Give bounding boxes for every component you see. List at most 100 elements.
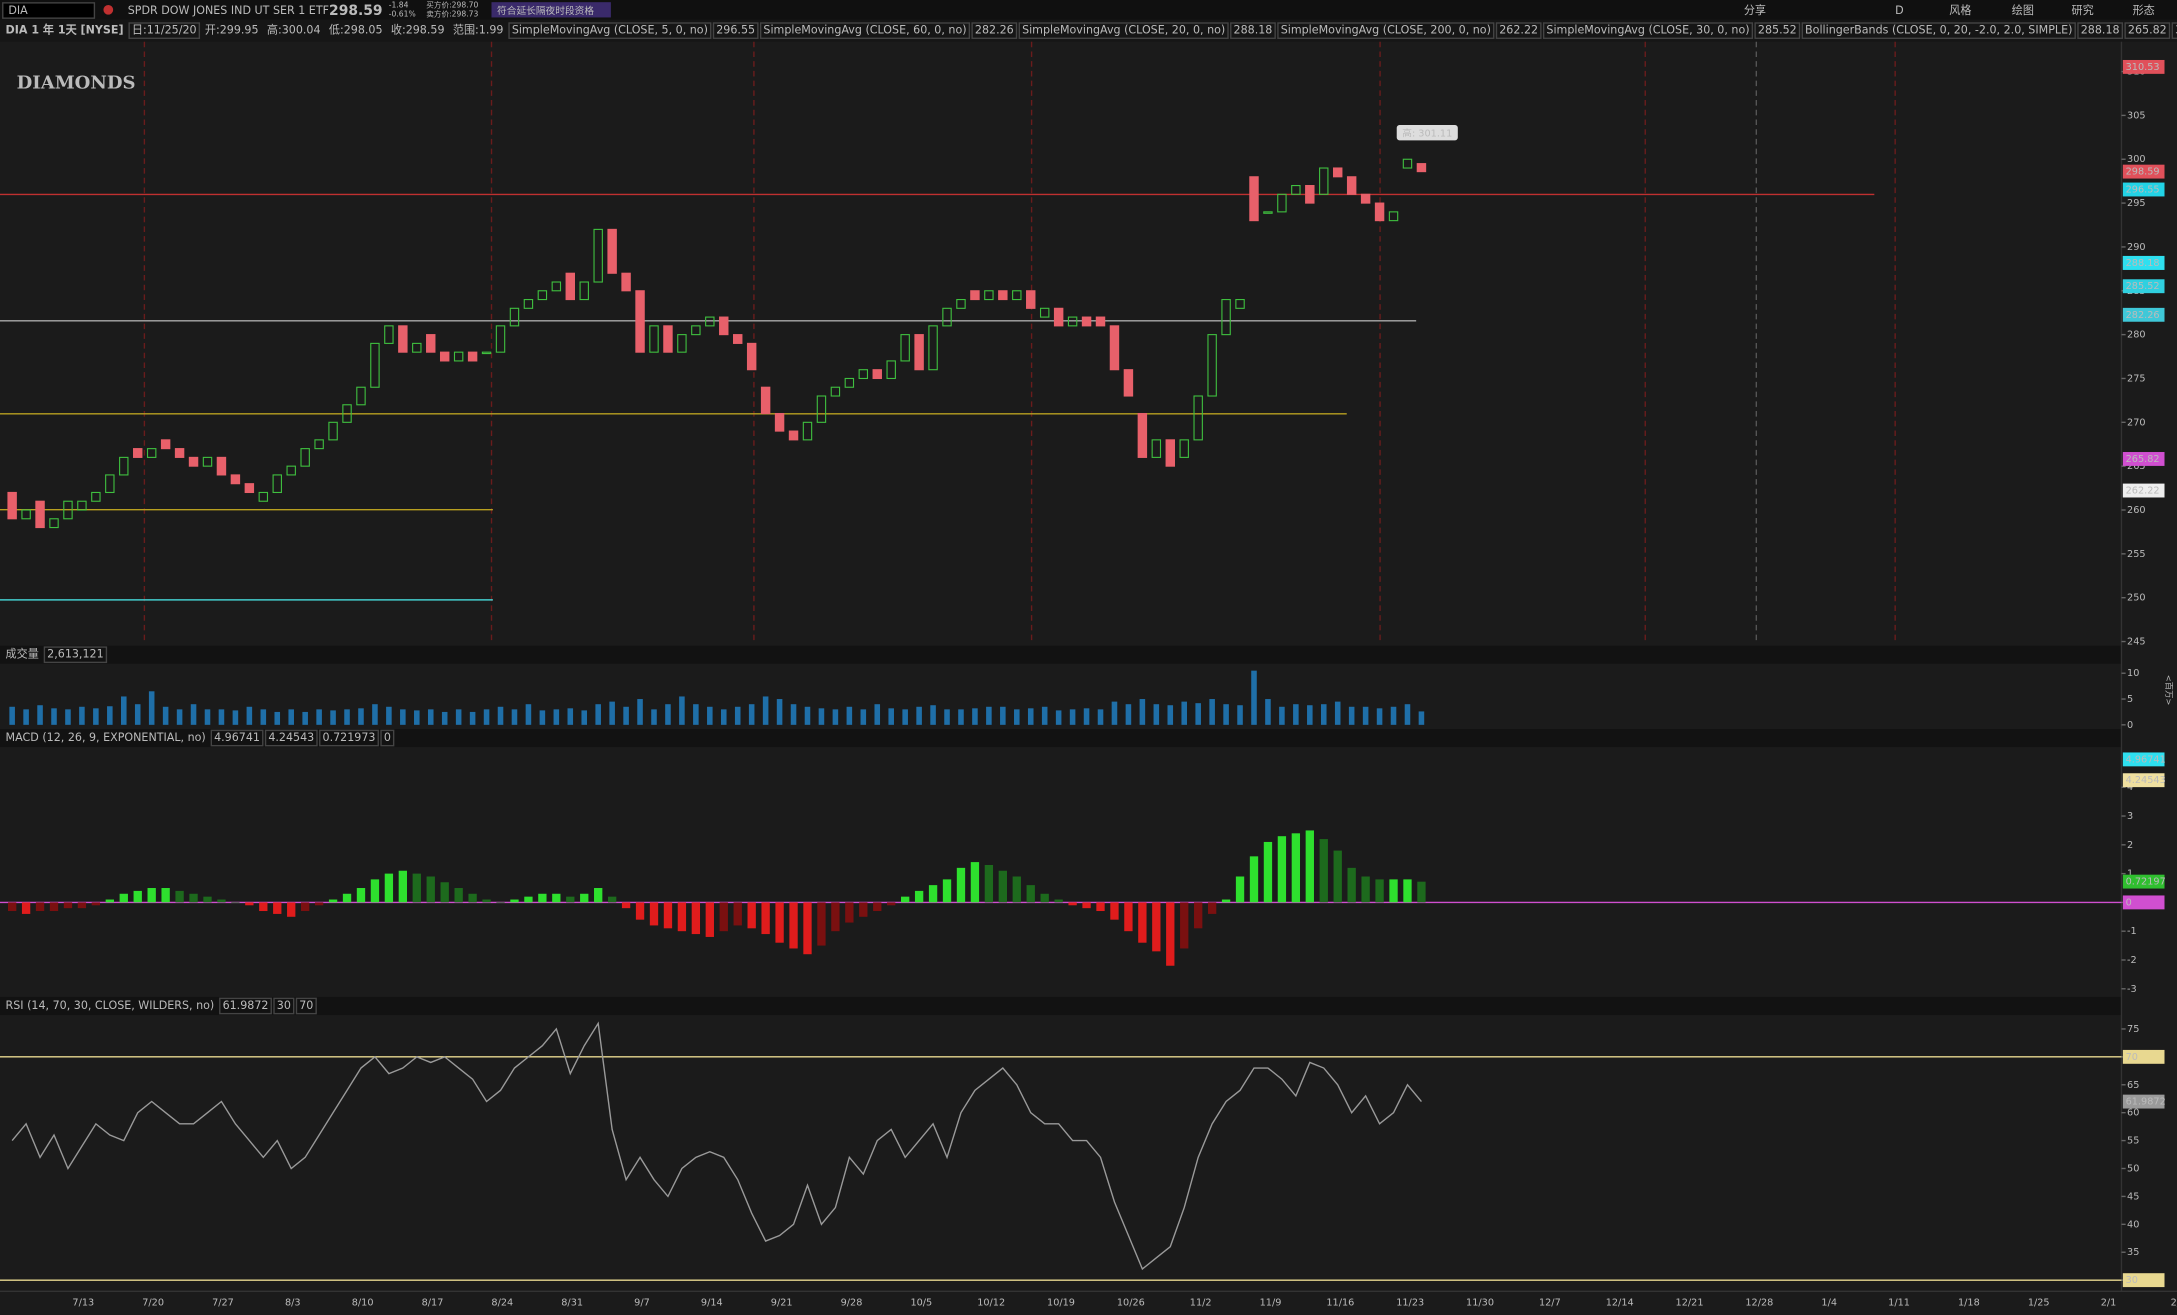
header-text: 61.9872 bbox=[223, 999, 269, 1012]
histogram-bar bbox=[635, 902, 645, 920]
histogram-bar bbox=[859, 902, 868, 917]
header-text: DIA 1 年 1天 [NYSE] bbox=[6, 23, 124, 37]
status-dot bbox=[103, 4, 114, 15]
price-badge-label: 265.82 bbox=[2126, 454, 2160, 465]
studies-button[interactable]: 研究 bbox=[2071, 3, 2093, 17]
histogram-bar bbox=[1124, 902, 1133, 932]
histogram-bar bbox=[1403, 879, 1412, 903]
price-badge bbox=[2122, 1094, 2165, 1109]
histogram-bar bbox=[398, 870, 408, 903]
candle bbox=[872, 369, 882, 380]
volume-bar bbox=[1041, 706, 1048, 725]
share-button[interactable]: 分享 bbox=[1744, 3, 1766, 17]
candle bbox=[509, 307, 520, 327]
volume-bar bbox=[720, 709, 727, 725]
y-tick-label: 35 bbox=[2127, 1247, 2139, 1258]
style-button[interactable]: 风格 bbox=[1949, 3, 1971, 17]
header-text: 4.96741 bbox=[214, 731, 260, 744]
volume-bar bbox=[693, 704, 699, 725]
candle bbox=[998, 290, 1008, 301]
price-badge-label: 61.9872 bbox=[2126, 1097, 2166, 1108]
patterns-button[interactable]: 形态 bbox=[2133, 4, 2155, 17]
volume-bar bbox=[916, 706, 922, 725]
y-tick-label: 250 bbox=[2127, 593, 2146, 604]
header-text: 282.26 bbox=[975, 24, 1014, 37]
y-tick-label: -2 bbox=[2127, 955, 2137, 966]
y-tick-label: 10 bbox=[2127, 668, 2139, 679]
volume-bar bbox=[176, 709, 183, 725]
x-tick-label: 8/3 bbox=[285, 1297, 301, 1308]
panel-header bbox=[0, 996, 2122, 1016]
price-badge bbox=[2122, 452, 2165, 466]
header-text: 285.52 bbox=[1758, 24, 1797, 37]
price-badge bbox=[2122, 182, 2165, 197]
volume-bar bbox=[1167, 705, 1174, 725]
price-badge-label: 4.96741 bbox=[2126, 754, 2166, 765]
rsi-line bbox=[11, 1021, 1422, 1271]
volume-bar bbox=[986, 706, 992, 725]
description: SPDR DOW JONES IND UT SER 1 ETF bbox=[128, 4, 329, 17]
x-tick-label: 9/28 bbox=[841, 1297, 863, 1308]
volume-bar bbox=[958, 709, 964, 725]
histogram-bar bbox=[356, 888, 366, 903]
x-tick-label: 1/25 bbox=[2028, 1297, 2050, 1308]
histogram-bar bbox=[370, 879, 380, 903]
candle bbox=[733, 334, 743, 344]
x-tick-label: 10/26 bbox=[1117, 1297, 1145, 1308]
volume-bar bbox=[190, 704, 197, 725]
symbol-box[interactable] bbox=[2, 2, 96, 19]
y-tick-label: 55 bbox=[2127, 1136, 2139, 1147]
header-text: BollingerBands (CLOSE, 0, 20, -2.0, 2.0,… bbox=[1805, 24, 2072, 37]
header-text: 范围:1.99 bbox=[453, 23, 504, 37]
candle bbox=[551, 281, 562, 292]
candle bbox=[774, 412, 785, 432]
price-badge bbox=[2122, 1049, 2165, 1064]
x-tick-label: 11/9 bbox=[1260, 1297, 1282, 1308]
candle bbox=[886, 360, 896, 380]
price-badge-label: 4.24543 bbox=[2126, 775, 2166, 786]
volume-bar bbox=[37, 705, 43, 725]
histogram-bar bbox=[426, 876, 435, 903]
volume-bar bbox=[874, 704, 881, 725]
candle bbox=[146, 448, 157, 458]
x-tick-label: 12/14 bbox=[1606, 1297, 1634, 1308]
candle bbox=[328, 421, 338, 441]
volume-bar bbox=[120, 696, 127, 725]
histogram-bar bbox=[1166, 902, 1175, 966]
histogram-bar bbox=[147, 888, 156, 903]
histogram-bar bbox=[468, 893, 477, 903]
volume-bar bbox=[1279, 706, 1285, 725]
volume-bar bbox=[288, 709, 294, 725]
symbol[interactable]: DIA bbox=[8, 4, 28, 17]
histogram-bar bbox=[7, 902, 17, 912]
histogram-bar bbox=[789, 902, 798, 949]
candle bbox=[663, 325, 673, 353]
histogram-bar bbox=[1277, 836, 1287, 903]
y-tick-label: 60 bbox=[2127, 1108, 2139, 1119]
panel-header bbox=[0, 645, 2122, 664]
candle bbox=[537, 290, 548, 301]
x-tick-label: 11/23 bbox=[1396, 1297, 1424, 1308]
aggregation[interactable]: D bbox=[1895, 4, 1904, 17]
x-tick-label: 2/8 bbox=[2171, 1297, 2177, 1308]
histogram-bar bbox=[984, 864, 994, 903]
change: -1.84 bbox=[389, 1, 409, 10]
draw-button[interactable]: 绘图 bbox=[2012, 3, 2034, 17]
volume-bar bbox=[274, 711, 281, 725]
price-badge-label: 70 bbox=[2126, 1052, 2138, 1063]
price-badge-label: 30 bbox=[2126, 1275, 2138, 1286]
candle bbox=[746, 342, 757, 371]
header-box bbox=[971, 22, 1018, 39]
header-text: SimpleMovingAvg (CLOSE, 5, 0, no) bbox=[512, 24, 708, 37]
volume-bar bbox=[734, 706, 741, 725]
x-tick-label: 12/28 bbox=[1745, 1297, 1773, 1308]
volume-bar bbox=[609, 701, 615, 725]
volume-bar bbox=[860, 709, 867, 725]
header-text: 310.53 bbox=[2175, 24, 2177, 37]
x-tick-label: 11/16 bbox=[1326, 1297, 1354, 1308]
histogram-bar bbox=[496, 902, 505, 904]
candle bbox=[844, 377, 855, 388]
histogram-bar bbox=[775, 902, 784, 943]
histogram-bar bbox=[1235, 876, 1245, 903]
y-tick-label: 265 bbox=[2127, 461, 2146, 472]
